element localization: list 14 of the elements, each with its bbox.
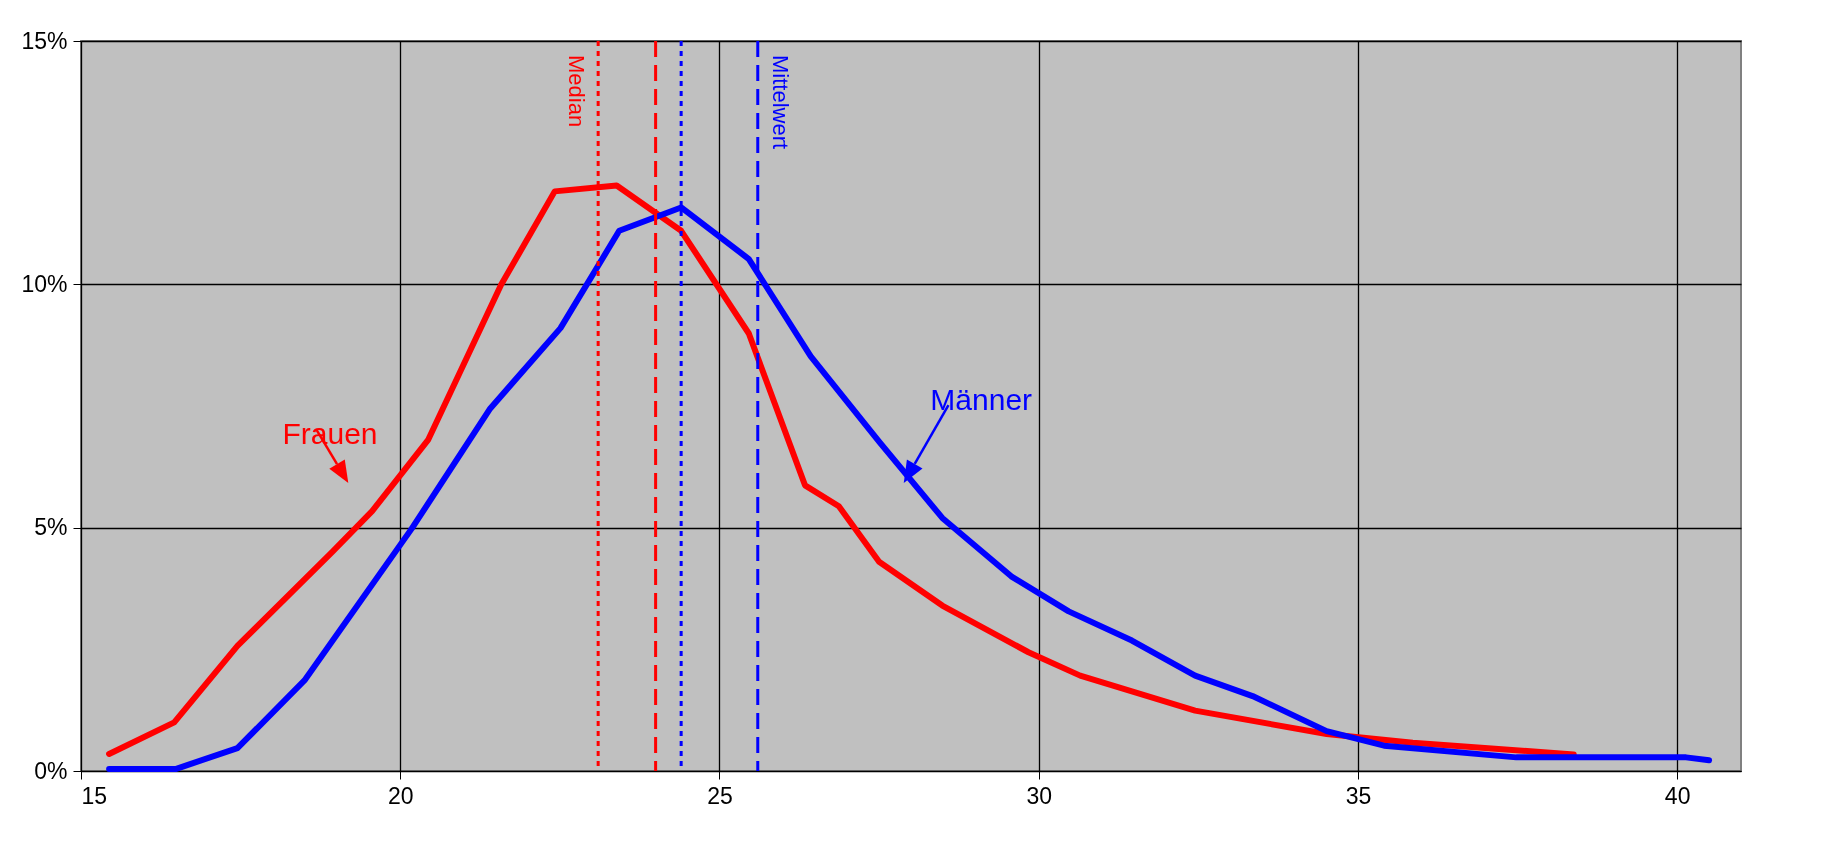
y-tick-label: 15%	[21, 27, 68, 54]
x-tick-label: 15	[81, 782, 108, 809]
y-tick-label: 5%	[34, 514, 68, 541]
x-tick-label: 30	[1026, 782, 1052, 809]
ref-line-label: Mittelwert	[767, 55, 793, 150]
y-tick-label: 10%	[21, 270, 68, 297]
y-tick-label: 0%	[34, 757, 68, 784]
x-tick-label: 35	[1345, 782, 1372, 809]
x-tick-label: 40	[1664, 782, 1691, 809]
series-label: Männer	[930, 383, 1033, 417]
x-tick-label: 25	[707, 782, 733, 809]
x-tick-label: 20	[387, 782, 414, 809]
series-label: Frauen	[282, 417, 378, 451]
ref-line-label: Median	[564, 55, 590, 128]
